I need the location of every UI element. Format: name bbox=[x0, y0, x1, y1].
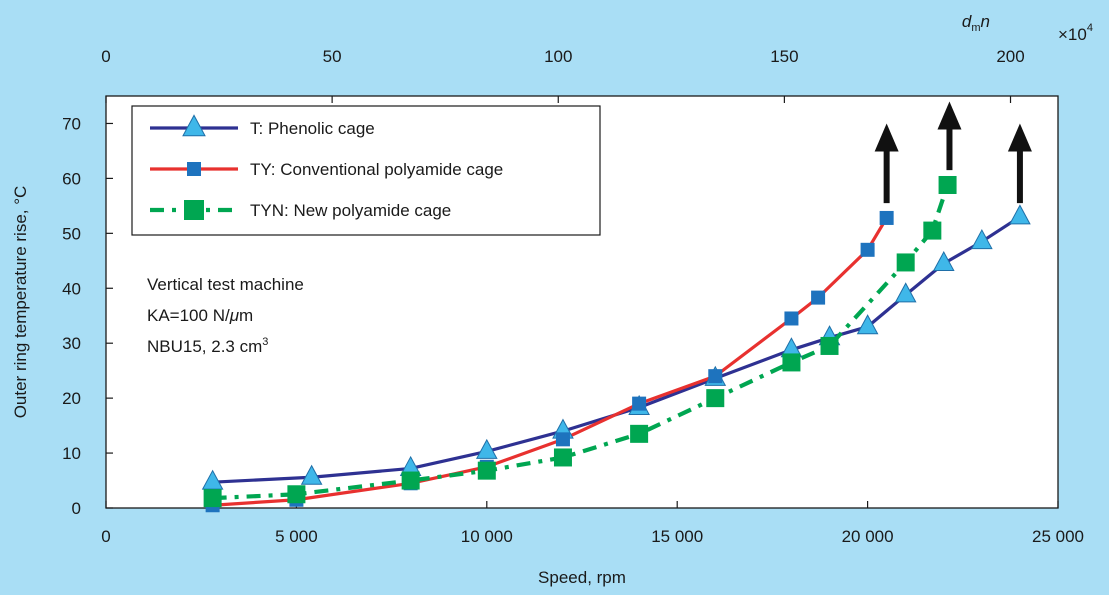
legend-label-1: TY: Conventional polyamide cage bbox=[250, 160, 503, 179]
x-tick-label: 5 000 bbox=[275, 527, 318, 546]
data-point-series-2 bbox=[554, 448, 572, 466]
data-point-series-1 bbox=[708, 369, 722, 383]
data-point-series-2 bbox=[897, 253, 915, 271]
data-point-series-2 bbox=[287, 485, 305, 503]
data-point-series-1 bbox=[811, 291, 825, 305]
data-point-series-1 bbox=[880, 211, 894, 225]
top-tick-label: 0 bbox=[101, 47, 110, 66]
annotation-superscript: 3 bbox=[262, 336, 268, 348]
annotation-line: NBU15, 2.3 cm3 bbox=[147, 336, 268, 356]
data-point-series-2 bbox=[706, 389, 724, 407]
data-point-series-2 bbox=[821, 337, 839, 355]
annotation-text: KA=100 N/ bbox=[147, 306, 230, 325]
data-point-series-1 bbox=[632, 397, 646, 411]
x-tick-label: 20 000 bbox=[842, 527, 894, 546]
top-tick-label: 150 bbox=[770, 47, 798, 66]
legend-label-0: T: Phenolic cage bbox=[250, 119, 375, 138]
top-axis-multiplier-base: ×10 bbox=[1058, 25, 1087, 44]
data-point-series-2 bbox=[939, 176, 957, 194]
annotation-line: KA=100 N/μm bbox=[147, 306, 253, 325]
y-tick-label: 60 bbox=[62, 169, 81, 188]
y-tick-label: 70 bbox=[62, 114, 81, 133]
y-tick-label: 40 bbox=[62, 279, 81, 298]
y-tick-label: 10 bbox=[62, 444, 81, 463]
top-axis-label-tail: n bbox=[981, 12, 990, 31]
data-point-series-1 bbox=[784, 311, 798, 325]
annotation-tail: m bbox=[239, 306, 253, 325]
x-tick-label: 25 000 bbox=[1032, 527, 1084, 546]
legend-label-2: TYN: New polyamide cage bbox=[250, 201, 451, 220]
x-axis-label: Speed, rpm bbox=[538, 568, 626, 587]
legend-marker-1 bbox=[187, 162, 201, 176]
data-point-series-1 bbox=[556, 432, 570, 446]
legend: T: Phenolic cage TY: Conventional polyami… bbox=[132, 106, 600, 235]
data-point-series-2 bbox=[204, 489, 222, 507]
top-tick-label: 200 bbox=[996, 47, 1024, 66]
annotation-line: Vertical test machine bbox=[147, 275, 304, 294]
data-point-series-2 bbox=[402, 472, 420, 490]
top-tick-label: 50 bbox=[323, 47, 342, 66]
x-tick-label: 15 000 bbox=[651, 527, 703, 546]
data-point-series-2 bbox=[923, 222, 941, 240]
y-tick-label: 0 bbox=[72, 499, 81, 518]
top-axis-label-sub: m bbox=[971, 22, 980, 34]
data-point-series-2 bbox=[782, 353, 800, 371]
legend-marker-2 bbox=[184, 200, 204, 220]
top-tick-label: 100 bbox=[544, 47, 572, 66]
data-point-series-2 bbox=[630, 425, 648, 443]
annotation-text: NBU15, 2.3 cm bbox=[147, 337, 262, 356]
data-point-series-1 bbox=[861, 243, 875, 257]
y-tick-label: 30 bbox=[62, 334, 81, 353]
x-tick-label: 0 bbox=[101, 527, 110, 546]
y-tick-label: 50 bbox=[62, 224, 81, 243]
y-axis-label: Outer ring temperature rise, °C bbox=[11, 186, 30, 419]
data-point-series-2 bbox=[478, 462, 496, 480]
y-tick-label: 20 bbox=[62, 389, 81, 408]
top-axis-multiplier-exp: 4 bbox=[1087, 22, 1093, 34]
x-tick-label: 10 000 bbox=[461, 527, 513, 546]
